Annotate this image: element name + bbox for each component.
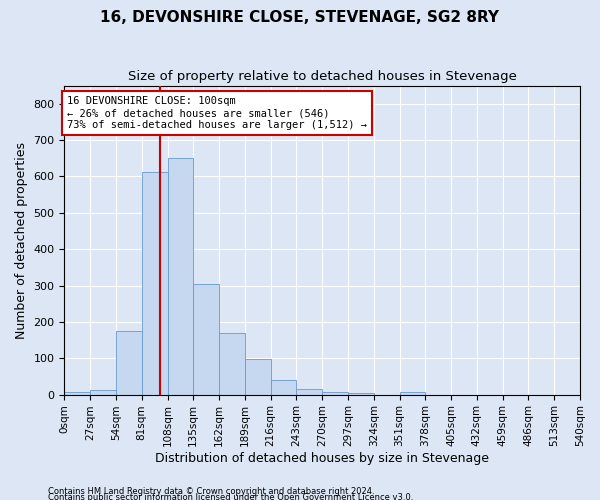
Bar <box>348 393 374 394</box>
Bar <box>193 284 219 395</box>
Title: Size of property relative to detached houses in Stevenage: Size of property relative to detached ho… <box>128 70 517 83</box>
Bar <box>64 392 90 394</box>
Bar <box>90 390 116 394</box>
Bar <box>245 360 271 394</box>
Text: 16, DEVONSHIRE CLOSE, STEVENAGE, SG2 8RY: 16, DEVONSHIRE CLOSE, STEVENAGE, SG2 8RY <box>101 10 499 25</box>
Bar <box>271 380 296 394</box>
X-axis label: Distribution of detached houses by size in Stevenage: Distribution of detached houses by size … <box>155 452 489 465</box>
Bar <box>322 392 348 394</box>
Text: Contains public sector information licensed under the Open Government Licence v3: Contains public sector information licen… <box>48 492 413 500</box>
Bar <box>296 389 322 394</box>
Bar <box>400 392 425 394</box>
Bar <box>219 333 245 394</box>
Y-axis label: Number of detached properties: Number of detached properties <box>15 142 28 338</box>
Bar <box>116 331 142 394</box>
Bar <box>142 172 167 394</box>
Text: 16 DEVONSHIRE CLOSE: 100sqm
← 26% of detached houses are smaller (546)
73% of se: 16 DEVONSHIRE CLOSE: 100sqm ← 26% of det… <box>67 96 367 130</box>
Text: Contains HM Land Registry data © Crown copyright and database right 2024.: Contains HM Land Registry data © Crown c… <box>48 486 374 496</box>
Bar <box>167 158 193 394</box>
